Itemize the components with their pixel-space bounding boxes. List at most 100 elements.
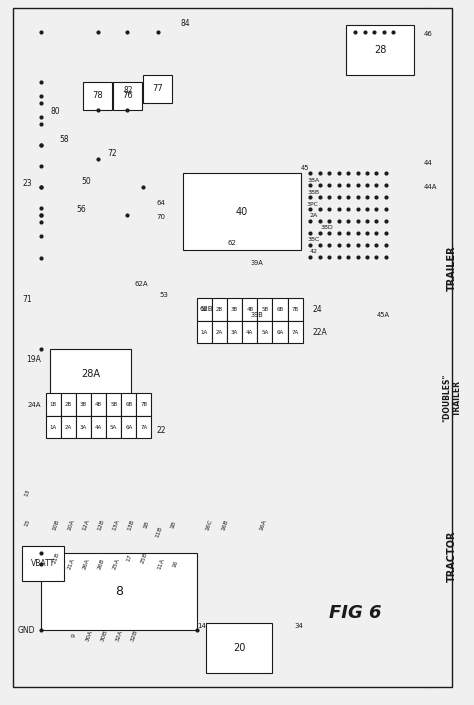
Bar <box>346 25 414 75</box>
Bar <box>197 298 212 321</box>
Text: 38A: 38A <box>308 178 320 183</box>
Text: 3A: 3A <box>231 330 238 335</box>
Text: 16C: 16C <box>204 518 213 532</box>
Text: "DOUBLES"
TRAILER: "DOUBLES" TRAILER <box>442 374 462 422</box>
Text: 32B: 32B <box>129 629 138 642</box>
Bar <box>288 321 303 343</box>
Text: 1B: 1B <box>50 402 57 407</box>
Text: 38D: 38D <box>320 226 333 231</box>
Bar <box>137 416 152 439</box>
Text: 80: 80 <box>50 107 60 116</box>
Text: 1A: 1A <box>49 424 57 429</box>
Text: 56: 56 <box>76 205 86 214</box>
Text: 24: 24 <box>312 305 322 314</box>
Text: 7B: 7B <box>140 402 147 407</box>
Text: 26A: 26A <box>82 557 90 570</box>
Bar <box>242 298 257 321</box>
Text: 8: 8 <box>115 585 123 599</box>
Text: 70: 70 <box>157 214 166 221</box>
Text: 21B: 21B <box>52 551 60 565</box>
Text: GND: GND <box>18 626 36 635</box>
Text: 5B: 5B <box>261 307 268 312</box>
Text: 38B: 38B <box>308 190 320 195</box>
Text: 2B: 2B <box>65 402 72 407</box>
Text: 25B: 25B <box>140 551 149 565</box>
Text: FIG 6: FIG 6 <box>329 604 382 622</box>
Text: 5A: 5A <box>110 424 117 429</box>
Bar <box>91 393 106 416</box>
Text: 1A: 1A <box>201 330 208 335</box>
Text: 14: 14 <box>197 623 206 628</box>
Text: 12B: 12B <box>97 518 105 532</box>
Text: 7B: 7B <box>292 307 299 312</box>
Text: 5B: 5B <box>110 402 117 407</box>
Text: 24A: 24A <box>27 402 41 407</box>
Bar <box>76 393 91 416</box>
Text: 45A: 45A <box>377 312 390 318</box>
Bar <box>212 321 227 343</box>
Bar <box>61 416 76 439</box>
Text: 21A: 21A <box>66 557 75 570</box>
Bar <box>50 349 131 398</box>
Text: 46: 46 <box>424 32 433 37</box>
Bar <box>76 416 91 439</box>
Text: 16A: 16A <box>259 518 267 532</box>
Text: 38C: 38C <box>308 238 320 243</box>
Text: 1B: 1B <box>142 520 149 529</box>
Text: 44: 44 <box>424 159 432 166</box>
Text: 50: 50 <box>81 177 91 186</box>
Bar <box>121 393 137 416</box>
Text: 4A: 4A <box>246 330 254 335</box>
Text: 15: 15 <box>24 518 31 527</box>
Text: 4B: 4B <box>95 402 102 407</box>
Text: 3B: 3B <box>231 307 238 312</box>
Bar <box>288 298 303 321</box>
Text: 44A: 44A <box>424 184 437 190</box>
Text: 71: 71 <box>23 295 32 305</box>
Bar <box>137 393 152 416</box>
Bar <box>91 416 106 439</box>
Text: 6B: 6B <box>125 402 132 407</box>
Text: 62: 62 <box>228 240 237 247</box>
Text: 39B: 39B <box>251 312 264 317</box>
Bar <box>206 623 273 673</box>
Text: 40: 40 <box>236 207 248 216</box>
Text: 28: 28 <box>374 45 386 55</box>
Bar <box>46 393 61 416</box>
Text: 78: 78 <box>92 91 103 100</box>
Text: 28A: 28A <box>81 369 100 379</box>
Text: 9: 9 <box>71 632 77 638</box>
Text: 25A: 25A <box>112 557 120 570</box>
Text: 11A: 11A <box>157 557 166 570</box>
Text: 3A: 3A <box>80 424 87 429</box>
Text: 13B: 13B <box>126 518 135 532</box>
Text: 45: 45 <box>301 165 309 171</box>
Text: 30A: 30A <box>85 629 93 642</box>
Text: 6B: 6B <box>276 307 283 312</box>
Text: 6A: 6A <box>276 330 283 335</box>
Bar <box>227 298 242 321</box>
Text: VBATT: VBATT <box>31 559 55 568</box>
Text: 1B: 1B <box>170 520 177 529</box>
Text: 10A: 10A <box>66 518 75 532</box>
Text: 34: 34 <box>294 623 303 628</box>
Bar <box>257 298 273 321</box>
Bar <box>273 298 288 321</box>
Text: 1B: 1B <box>201 307 208 312</box>
Text: 16: 16 <box>172 559 179 568</box>
Text: 53: 53 <box>159 292 168 298</box>
Text: 62A: 62A <box>135 281 148 286</box>
Text: 16B: 16B <box>221 518 229 532</box>
Text: 3B: 3B <box>80 402 87 407</box>
Bar <box>83 82 112 110</box>
Text: 12A: 12A <box>82 518 90 532</box>
Text: 26B: 26B <box>97 557 105 570</box>
Bar <box>121 416 137 439</box>
Bar <box>182 173 301 250</box>
Text: 2A: 2A <box>310 214 318 219</box>
Text: 2A: 2A <box>64 424 72 429</box>
Bar <box>106 393 121 416</box>
Bar <box>144 75 172 103</box>
Text: 82: 82 <box>124 85 133 94</box>
Text: 5A: 5A <box>261 330 268 335</box>
